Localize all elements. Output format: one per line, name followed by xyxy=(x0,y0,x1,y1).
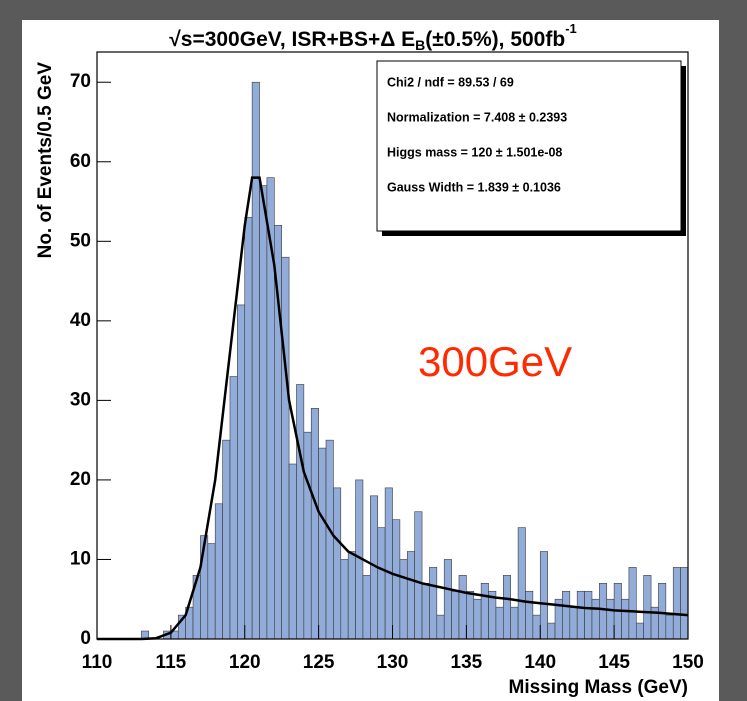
bar xyxy=(599,583,608,640)
y-tick-label: 30 xyxy=(70,389,91,410)
bar xyxy=(244,217,253,640)
y-tick-label: 10 xyxy=(70,548,91,569)
y-tick-label: 60 xyxy=(70,151,91,172)
bar xyxy=(281,256,290,640)
x-tick-label: 130 xyxy=(377,652,409,673)
bar xyxy=(495,606,504,640)
stat-line: Chi2 / ndf = 89.53 / 69 xyxy=(387,75,514,89)
bar xyxy=(237,304,246,640)
bar xyxy=(392,519,401,640)
bar xyxy=(229,376,238,640)
bar xyxy=(576,590,585,640)
bar xyxy=(473,598,482,640)
bar xyxy=(251,81,260,640)
bar xyxy=(214,503,223,640)
x-tick-label: 140 xyxy=(524,652,556,673)
bar xyxy=(325,439,334,640)
x-tick-label: 150 xyxy=(672,652,704,673)
title-sup: -1 xyxy=(565,21,577,36)
bar xyxy=(458,575,467,640)
bar xyxy=(591,598,600,640)
bar xyxy=(362,575,371,640)
bar xyxy=(539,551,548,640)
bar xyxy=(517,527,526,640)
bar xyxy=(414,511,423,640)
bar xyxy=(621,598,630,640)
bar xyxy=(273,225,282,640)
bar xyxy=(222,439,231,640)
bar xyxy=(658,583,667,640)
bar xyxy=(510,606,519,640)
y-tick-label: 20 xyxy=(70,469,91,490)
x-tick-label: 135 xyxy=(451,652,483,673)
bar xyxy=(384,487,393,640)
title-part: √s=300GeV, ISR+BS+Δ E xyxy=(169,28,415,51)
x-tick-label: 145 xyxy=(598,652,630,673)
bar xyxy=(333,487,342,640)
bar xyxy=(547,622,556,640)
bar xyxy=(310,408,319,640)
x-axis-label: Missing Mass (GeV) xyxy=(509,677,689,698)
fit-line xyxy=(97,176,689,641)
bar xyxy=(562,590,571,640)
bar xyxy=(584,590,593,640)
bar xyxy=(480,583,489,640)
bar xyxy=(377,527,386,640)
x-tick-label: 125 xyxy=(303,652,335,673)
bar xyxy=(318,447,327,640)
y-tick-label: 40 xyxy=(70,310,91,331)
bar xyxy=(429,567,438,640)
stats-box xyxy=(376,60,682,232)
x-tick-label: 110 xyxy=(82,652,113,673)
y-tick-label: 0 xyxy=(80,628,91,649)
x-tick-label: 115 xyxy=(156,652,187,673)
bar xyxy=(665,614,674,640)
stat-line: Higgs mass = 120 ± 1.501e-08 xyxy=(387,145,562,159)
bar xyxy=(628,567,637,640)
bar xyxy=(680,567,689,640)
bar xyxy=(340,559,349,640)
bar xyxy=(207,543,216,640)
bar xyxy=(296,384,305,640)
bar xyxy=(399,559,408,640)
bar xyxy=(259,185,268,640)
bar xyxy=(451,590,460,640)
stat-line: Normalization = 7.408 ± 0.2393 xyxy=(387,110,567,124)
plot: 110 115 120 125 130 135 140 145 150 0 10 20 30 40 50 60… xyxy=(70,51,704,673)
title-sub: B xyxy=(415,37,425,53)
bar xyxy=(421,583,430,640)
bar xyxy=(635,622,644,640)
bar xyxy=(436,614,445,640)
bar xyxy=(503,575,511,640)
bar xyxy=(347,551,356,640)
chart-title: √s=300GeV, ISR+BS+Δ EB(±0.5%), 500fb-1 xyxy=(169,21,577,52)
bar xyxy=(532,614,541,640)
bar xyxy=(303,431,312,640)
y-tick-label: 50 xyxy=(70,230,91,251)
bar xyxy=(443,559,452,640)
bar xyxy=(606,598,615,640)
x-tick-label: 120 xyxy=(229,652,261,673)
y-axis-label: No. of Events/0.5 GeV xyxy=(35,62,56,259)
bar xyxy=(672,567,681,640)
title-part: (±0.5%), 500fb xyxy=(425,28,565,51)
bar xyxy=(569,606,578,640)
annotation: 300GeV xyxy=(418,338,572,385)
bar xyxy=(406,551,415,640)
y-tick-label: 70 xyxy=(70,71,91,92)
stat-line: Gauss Width = 1.839 ± 0.1036 xyxy=(387,180,561,194)
bar xyxy=(643,575,652,640)
bar xyxy=(525,590,534,640)
bar xyxy=(288,463,297,640)
bar xyxy=(466,590,475,640)
